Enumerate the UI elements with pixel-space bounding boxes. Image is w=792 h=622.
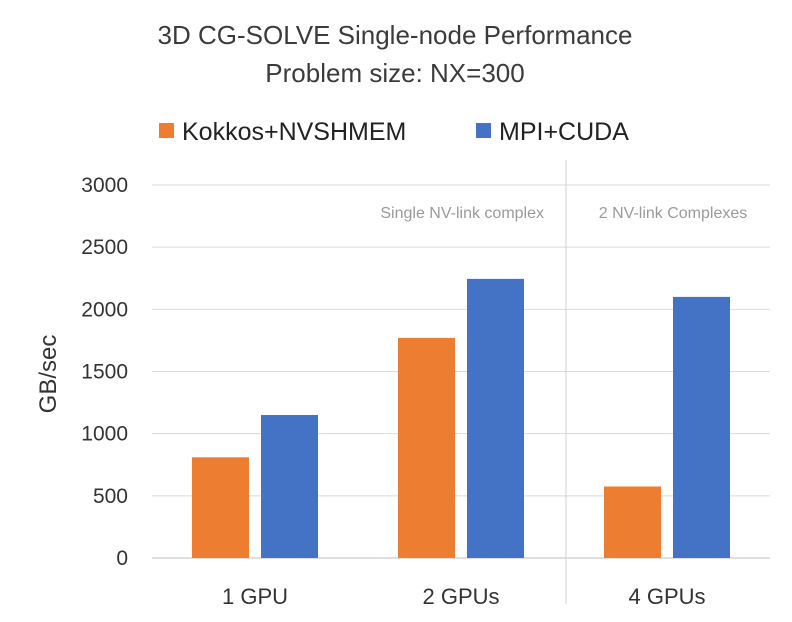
y-tick-label: 1500 xyxy=(81,361,128,384)
annotation-two-nvlink: 2 NV-link Complexes xyxy=(599,205,748,222)
y-tick-label: 3000 xyxy=(81,174,128,197)
bar-mpi-3 xyxy=(673,296,730,558)
y-tick-label: 1000 xyxy=(81,423,128,446)
chart-title: 3D CG-SOLVE Single-node Performance xyxy=(158,20,633,50)
annotation-single-nvlink: Single NV-link complex xyxy=(380,205,544,222)
y-tick-label: 2000 xyxy=(81,298,128,321)
legend-label-kokkos: Kokkos+NVSHMEM xyxy=(182,118,406,146)
x-category-label: 1 GPU xyxy=(222,584,288,609)
chart-subtitle: Problem size: NX=300 xyxy=(265,58,524,88)
bars xyxy=(192,278,730,558)
y-axis-ticks: 0 500 1000 1500 2000 2500 3000 xyxy=(81,174,128,570)
x-category-label: 2 GPUs xyxy=(422,584,499,609)
bar-mpi-1 xyxy=(261,415,318,558)
y-axis-label: GB/sec xyxy=(35,335,62,414)
bar-kokkos-1 xyxy=(192,457,249,558)
y-tick-label: 2500 xyxy=(81,236,128,259)
legend-swatch-kokkos xyxy=(159,123,174,138)
bar-kokkos-3 xyxy=(604,486,661,558)
y-tick-label: 500 xyxy=(93,485,128,508)
legend-label-mpi: MPI+CUDA xyxy=(499,118,629,146)
x-axis-categories: 1 GPU 2 GPUs 4 GPUs xyxy=(222,584,706,609)
gridlines xyxy=(152,184,770,559)
x-category-label: 4 GPUs xyxy=(628,584,705,609)
legend-swatch-mpi xyxy=(476,123,491,138)
bar-kokkos-2 xyxy=(398,337,455,558)
bar-mpi-2 xyxy=(467,278,524,558)
legend: Kokkos+NVSHMEM MPI+CUDA xyxy=(159,118,629,146)
y-tick-label: 0 xyxy=(116,547,128,570)
